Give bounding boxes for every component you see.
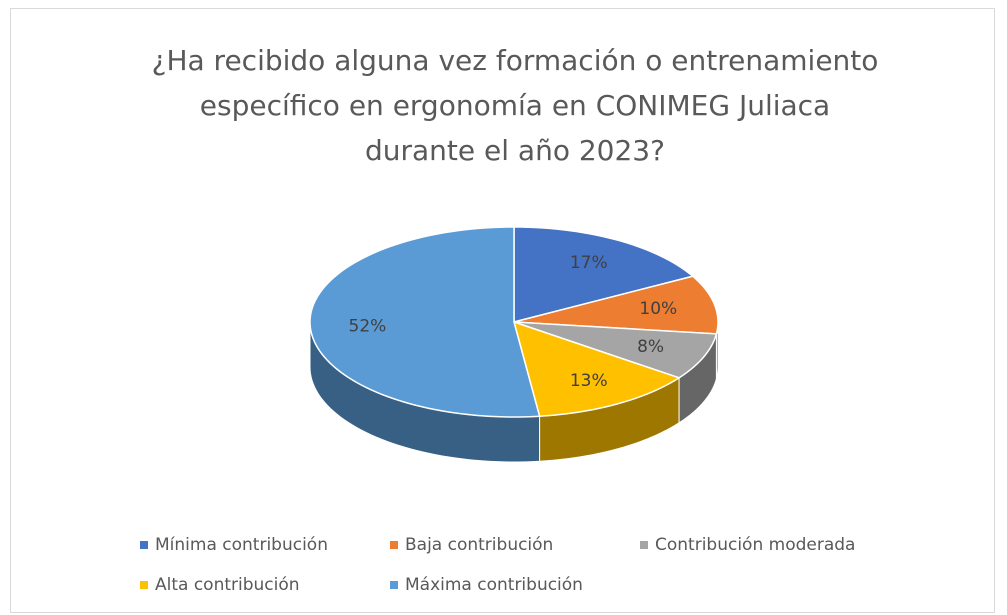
legend-label: Contribución moderada (655, 535, 855, 555)
data-label: 52% (349, 316, 387, 336)
chart-frame (10, 8, 995, 613)
slice (513, 275, 719, 335)
data-label: 17% (570, 253, 608, 273)
data-label: 8% (637, 337, 664, 357)
slice (513, 321, 718, 379)
legend-label: Alta contribución (155, 575, 300, 595)
slice (309, 226, 541, 418)
legend-label: Mínima contribución (155, 535, 328, 555)
chart-title: ¿Ha recibido alguna vez formación o entr… (151, 44, 879, 167)
slice (512, 320, 681, 418)
legend-swatch (140, 541, 148, 549)
slice (513, 226, 695, 323)
legend-label: Máxima contribución (405, 575, 583, 595)
legend-swatch (140, 581, 148, 589)
legend-swatch (390, 541, 398, 549)
data-label: 10% (639, 299, 677, 319)
legend-swatch (390, 581, 398, 589)
data-label: 13% (570, 371, 608, 391)
legend-swatch (640, 541, 648, 549)
legend-label: Baja contribución (405, 535, 553, 555)
